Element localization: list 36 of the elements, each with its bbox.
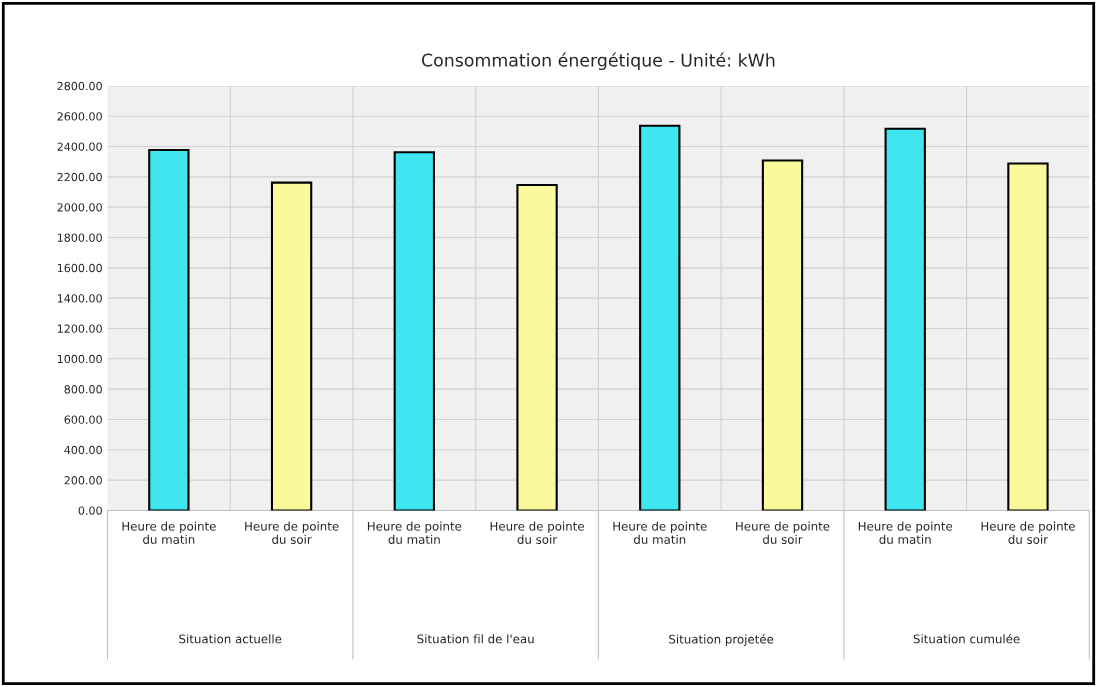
text: Situation actuelle bbox=[179, 634, 282, 644]
y-tick-label: 200.00 bbox=[64, 476, 102, 485]
bar bbox=[1007, 162, 1049, 511]
y-tick-label: 2400.00 bbox=[57, 142, 102, 151]
bar bbox=[884, 127, 926, 511]
x-tick-label: Heure de pointe du matin bbox=[858, 521, 953, 544]
chart-title: Consommation énergétique - Unité: kWh bbox=[421, 52, 775, 71]
bar bbox=[393, 151, 435, 511]
bar bbox=[639, 124, 681, 511]
y-tick-label: 0.00 bbox=[78, 506, 102, 515]
y-tick-label: 2800.00 bbox=[57, 81, 102, 91]
x-tick-label: Heure de pointe du soir bbox=[981, 521, 1075, 544]
x-tick-label: Heure de pointe du soir bbox=[490, 521, 584, 544]
bar bbox=[270, 181, 313, 511]
x-tick-label: Heure de pointe du soir bbox=[245, 521, 339, 544]
y-tick-label: 2000.00 bbox=[57, 203, 102, 212]
bar bbox=[761, 159, 804, 511]
text: Situation cumulée bbox=[913, 633, 1020, 644]
y-tick-label: 1000.00 bbox=[57, 354, 102, 364]
y-tick-label: 1400.00 bbox=[57, 294, 102, 303]
x-tick-label: Heure de pointe du matin bbox=[613, 521, 707, 544]
y-tick-label: 400.00 bbox=[64, 445, 102, 455]
y-tick-label: 2600.00 bbox=[57, 112, 102, 121]
text: Situation fil de l'eau bbox=[417, 634, 534, 644]
bar bbox=[148, 148, 190, 511]
bar bbox=[516, 184, 558, 511]
y-tick-label: 600.00 bbox=[64, 415, 102, 424]
x-tick-label: Heure de pointe du matin bbox=[367, 521, 462, 544]
y-tick-label: 1600.00 bbox=[57, 263, 102, 273]
text: Situation projetée bbox=[669, 633, 774, 646]
y-tick-label: 1200.00 bbox=[57, 324, 102, 333]
y-tick-label: 2200.00 bbox=[57, 172, 102, 182]
x-tick-label: Heure de pointe du matin bbox=[122, 521, 216, 544]
x-tick-label: Heure de pointe du soir bbox=[736, 521, 830, 544]
y-tick-label: 800.00 bbox=[64, 385, 102, 394]
y-tick-label: 1800.00 bbox=[57, 233, 102, 242]
